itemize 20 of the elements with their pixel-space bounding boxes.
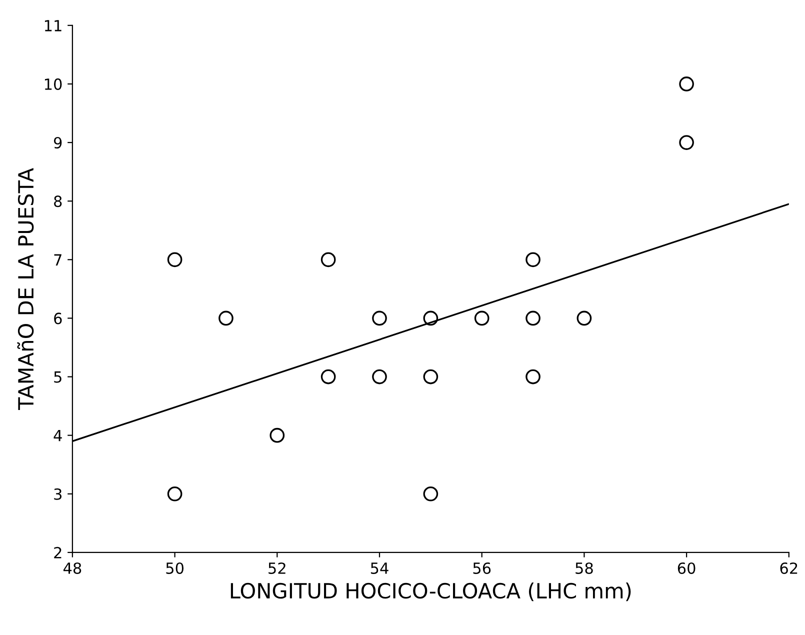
x-tick-label: 50: [166, 562, 184, 574]
y-tick-label: 3: [54, 488, 62, 500]
x-axis-title: LONGITUD HOCICO-CLOACA (LHC mm): [230, 582, 631, 602]
y-tick-label: 4: [54, 430, 62, 442]
y-tick-label: 9: [54, 136, 62, 149]
y-tick-label: 8: [54, 196, 62, 208]
x-tick-label: 60: [678, 562, 696, 574]
x-tick-label: 58: [576, 562, 593, 574]
x-tick-label: 54: [370, 562, 388, 574]
y-tick-label: 11: [44, 20, 62, 32]
y-tick-label: 2: [54, 546, 62, 558]
x-tick-label: 52: [268, 562, 286, 574]
x-tick-label: 56: [473, 562, 491, 574]
x-tick-label: 62: [780, 562, 798, 574]
y-tick-label: 5: [54, 371, 62, 383]
y-axis-title: TAMAñO DE LA PUESTA: [17, 168, 34, 410]
y-tick-label: 6: [54, 312, 62, 324]
y-tick-label: 7: [54, 254, 62, 266]
y-tick-label: 10: [44, 78, 62, 90]
x-tick-label: 48: [63, 562, 82, 574]
